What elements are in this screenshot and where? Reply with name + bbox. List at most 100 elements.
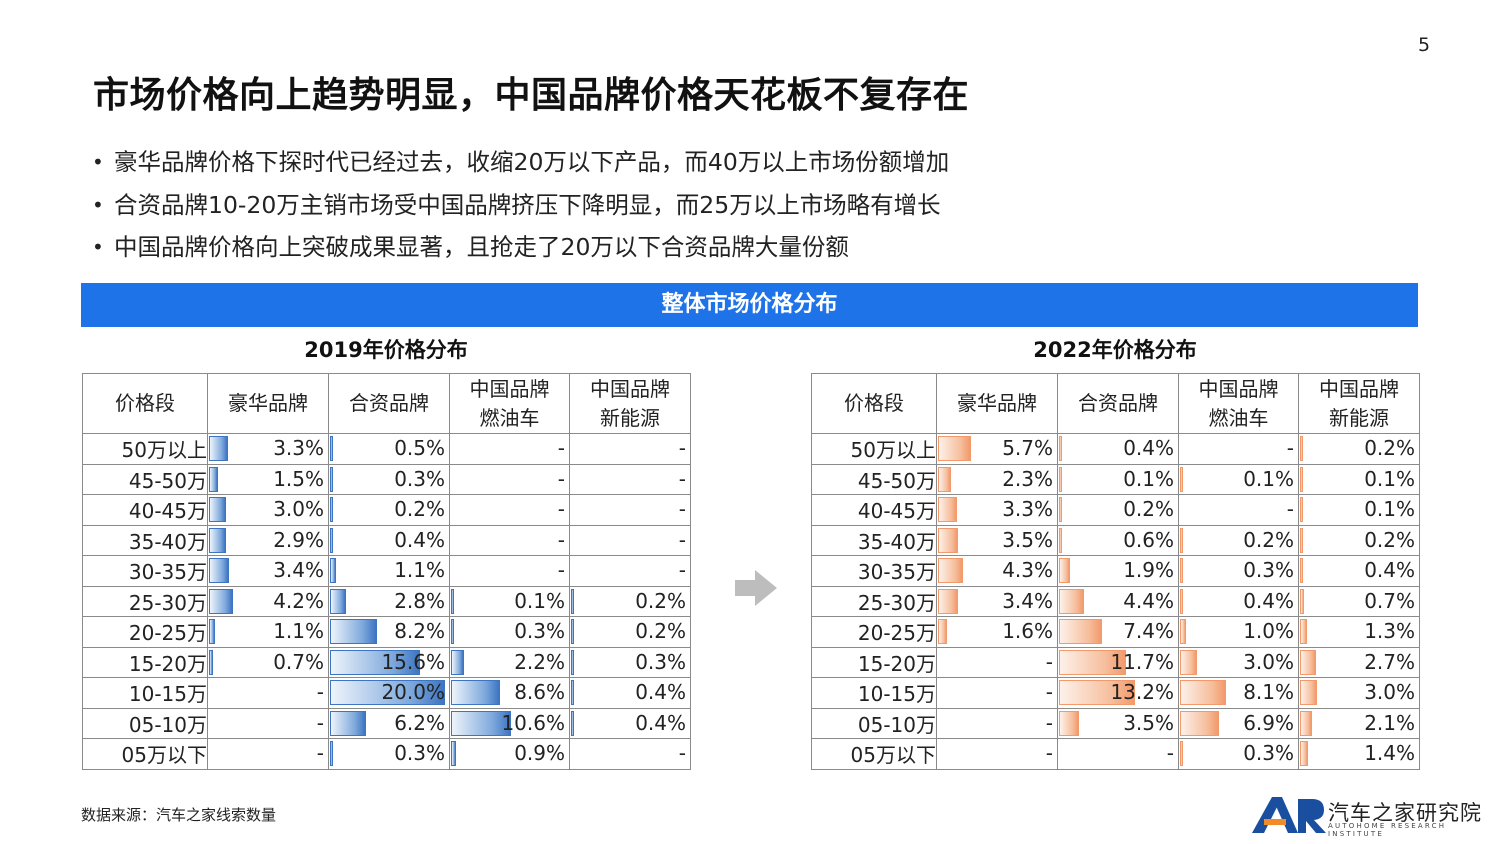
share-cell: 2.8% <box>328 585 450 617</box>
share-bar <box>209 558 229 584</box>
share-cell: - <box>449 433 570 465</box>
share-value: 7.4% <box>1123 619 1174 644</box>
share-value: 1.1% <box>273 619 324 644</box>
share-value: 0.3% <box>635 649 686 674</box>
share-bar <box>330 680 445 706</box>
share-cell: - <box>936 707 1058 739</box>
share-bar <box>571 680 574 706</box>
share-bar <box>1059 710 1080 736</box>
share-value: 15.6% <box>381 649 445 674</box>
share-bar <box>1180 466 1183 492</box>
table-row: 30-35万 4.3% 1.9% 0.3% 0.4% <box>811 555 1420 587</box>
share-bar <box>1180 649 1198 675</box>
share-bar <box>451 680 501 706</box>
price-segment: 25-30万 <box>82 585 208 617</box>
share-cell: 3.0% <box>207 494 329 526</box>
share-bar <box>938 466 952 492</box>
share-cell: 0.3% <box>1178 738 1299 770</box>
share-bar <box>1180 619 1186 645</box>
share-bar <box>1300 527 1303 553</box>
share-bar <box>938 558 963 584</box>
share-cell: 0.1% <box>1298 494 1420 526</box>
share-cell: - <box>449 494 570 526</box>
share-bar <box>330 649 420 675</box>
share-value: - <box>1045 741 1053 766</box>
share-value: - <box>678 436 686 461</box>
section-banner: 整体市场价格分布 <box>81 283 1418 327</box>
share-value: - <box>678 466 686 491</box>
share-value: 0.1% <box>1243 466 1294 491</box>
share-value: 11.7% <box>1110 649 1174 674</box>
share-value: 1.5% <box>273 466 324 491</box>
table-row: 40-45万 3.3% 0.2% - 0.1% <box>811 494 1420 526</box>
share-value: - <box>316 710 324 735</box>
share-cell: 0.1% <box>1057 463 1179 495</box>
share-cell: - <box>449 555 570 587</box>
share-value: 8.1% <box>1243 680 1294 705</box>
share-cell: 1.6% <box>936 616 1058 648</box>
share-cell: 4.2% <box>207 585 329 617</box>
share-value: 0.2% <box>1243 527 1294 552</box>
table-row: 50万以上 5.7% 0.4% - 0.2% <box>811 433 1420 465</box>
share-cell: 0.3% <box>328 463 450 495</box>
share-value: 0.2% <box>394 497 445 522</box>
share-value: - <box>1045 680 1053 705</box>
column-header: 中国品牌 新能源 <box>569 373 691 434</box>
share-bar <box>330 588 347 614</box>
share-value: 0.2% <box>1123 497 1174 522</box>
share-value: 13.2% <box>1110 680 1174 705</box>
share-value: - <box>1045 649 1053 674</box>
share-cell: 1.0% <box>1178 616 1299 648</box>
share-cell: 1.1% <box>328 555 450 587</box>
share-value: 0.2% <box>1364 527 1415 552</box>
share-cell: - <box>569 524 691 556</box>
price-segment: 35-40万 <box>82 524 208 556</box>
share-value: 2.7% <box>1364 649 1415 674</box>
share-bar <box>1300 649 1316 675</box>
table-row: 30-35万 3.4% 1.1% - - <box>82 555 691 587</box>
table-row: 05万以下 - 0.3% 0.9% - <box>82 738 691 770</box>
price-segment: 50万以上 <box>82 433 208 465</box>
share-cell: 13.2% <box>1057 677 1179 709</box>
table-row: 20-25万 1.6% 7.4% 1.0% 1.3% <box>811 616 1420 648</box>
price-segment: 15-20万 <box>82 646 208 678</box>
share-value: 0.5% <box>394 436 445 461</box>
share-value: 3.0% <box>273 497 324 522</box>
share-cell: - <box>449 524 570 556</box>
autohome-research-logo <box>1252 797 1326 833</box>
column-header: 合资品牌 <box>1057 373 1179 434</box>
share-bar <box>209 436 228 462</box>
price-segment: 25-30万 <box>811 585 937 617</box>
price-segment: 20-25万 <box>82 616 208 648</box>
share-cell: 0.4% <box>1178 585 1299 617</box>
share-cell: 0.3% <box>449 616 570 648</box>
right-arrow-icon <box>735 570 777 606</box>
share-cell: 3.5% <box>1057 707 1179 739</box>
share-value: - <box>678 527 686 552</box>
table-row: 45-50万 2.3% 0.1% 0.1% 0.1% <box>811 463 1420 495</box>
column-header: 合资品牌 <box>328 373 450 434</box>
share-bar <box>938 619 948 645</box>
share-value: 6.2% <box>394 710 445 735</box>
share-cell: - <box>1178 433 1299 465</box>
share-bar <box>209 588 234 614</box>
share-value: - <box>557 497 565 522</box>
share-bar <box>1059 497 1062 523</box>
share-bar <box>209 619 216 645</box>
share-value: 8.6% <box>514 680 565 705</box>
share-value: 0.2% <box>635 619 686 644</box>
table-row: 35-40万 3.5% 0.6% 0.2% 0.2% <box>811 524 1420 556</box>
share-cell: 15.6% <box>328 646 450 678</box>
share-cell: 2.7% <box>1298 646 1420 678</box>
share-bar <box>571 710 574 736</box>
share-value: 2.8% <box>394 588 445 613</box>
share-cell: 7.4% <box>1057 616 1179 648</box>
share-cell: 4.4% <box>1057 585 1179 617</box>
share-bar <box>1300 588 1305 614</box>
table-2022-subtitle: 2022年价格分布 <box>1033 338 1197 362</box>
share-cell: - <box>936 738 1058 770</box>
share-value: - <box>557 466 565 491</box>
share-cell: 0.7% <box>1298 585 1420 617</box>
share-bar <box>330 527 333 553</box>
share-value: 0.1% <box>1364 466 1415 491</box>
